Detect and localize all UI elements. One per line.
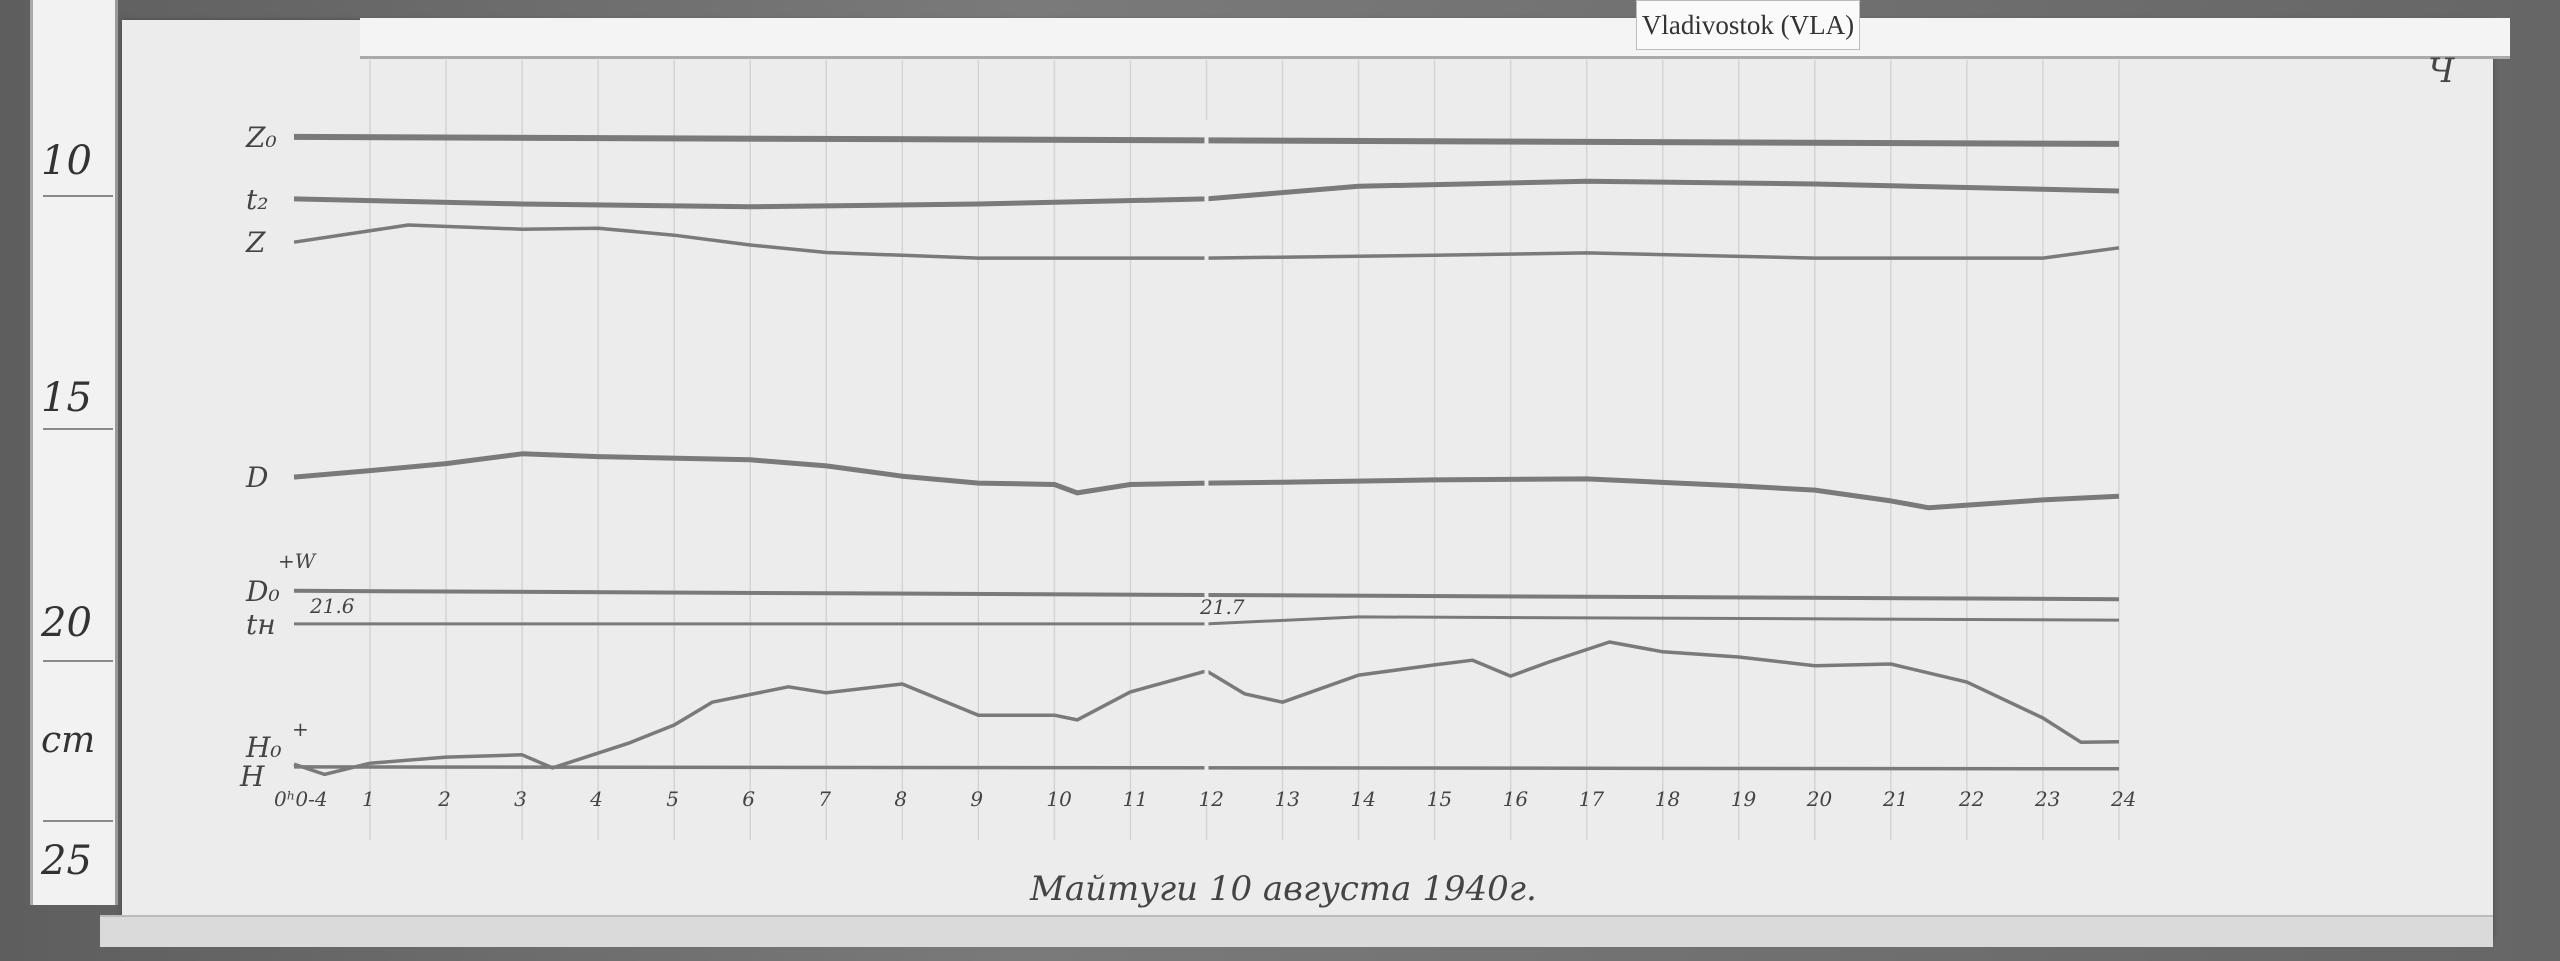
- trace-D: [293, 451, 2120, 511]
- ruler-label: 20: [41, 600, 92, 646]
- cm-ruler: 10 15 20 cm 25: [30, 0, 118, 905]
- hour-tick-label: 13: [1275, 787, 1300, 811]
- hour-tick-label: 8: [894, 787, 907, 811]
- hour-tick-label: 17: [1579, 787, 1605, 811]
- annotation: +W: [278, 549, 317, 573]
- series-label: Z: [245, 226, 266, 259]
- annotation: 21.6: [309, 594, 355, 618]
- hour-tick-label: 2: [437, 787, 451, 811]
- ruler-label: 15: [41, 375, 92, 421]
- hour-tick-label: 20: [1806, 787, 1833, 811]
- series-label: Z₀: [245, 121, 277, 154]
- hour-tick-label: 15: [1427, 787, 1452, 811]
- hour-tick-label: 7: [818, 787, 831, 811]
- sheet-mark: Ч: [2428, 51, 2455, 91]
- trace-tн: [294, 615, 2120, 626]
- sheet-sleeve-bottom: [100, 915, 2493, 947]
- hour-tick-label: 16: [1503, 787, 1529, 811]
- hour-tick-label: 3: [514, 787, 527, 811]
- series-label: tн: [246, 608, 276, 641]
- annotation: 21.7: [1199, 595, 1245, 619]
- hour-tick-label: 24: [2110, 787, 2136, 811]
- series-label: D: [245, 461, 268, 494]
- ruler-divider: [43, 660, 113, 662]
- noon-break: [1204, 120, 1209, 800]
- hour-tick-label: 0ʰ0-4: [274, 787, 328, 811]
- ruler-divider: [43, 820, 113, 822]
- annotation: +: [292, 717, 309, 741]
- hour-tick-label: 14: [1351, 787, 1376, 811]
- hour-tick-label: 12: [1198, 787, 1223, 811]
- hour-tick-label: 5: [666, 787, 679, 811]
- series-label: H₀: [245, 731, 282, 764]
- hour-tick-label: 18: [1655, 787, 1680, 811]
- ruler-label: 25: [41, 838, 92, 884]
- series-label: H: [239, 760, 265, 793]
- hour-tick-label: 9: [970, 787, 983, 811]
- hour-tick-label: 21: [1882, 787, 1908, 811]
- ruler-divider: [43, 195, 113, 197]
- station-tag: Vladivostok (VLA): [1636, 0, 1860, 50]
- sheet-sleeve-top: [360, 18, 2510, 59]
- ruler-divider: [43, 428, 113, 430]
- hour-tick-label: 19: [1731, 787, 1757, 811]
- hour-tick-label: 11: [1122, 787, 1147, 811]
- ruler-unit: cm: [41, 720, 96, 761]
- hour-tick-label: 1: [362, 787, 375, 811]
- series-label: D₀: [245, 575, 280, 608]
- hour-tick-label: 23: [2034, 787, 2060, 811]
- hour-tick-label: 22: [1958, 787, 1984, 811]
- chart-caption: Майтуги 10 августа 1940г.: [1029, 869, 1537, 909]
- hour-tick-label: 6: [742, 787, 755, 811]
- hour-tick-label: 10: [1046, 787, 1072, 811]
- trace-Z: [293, 223, 2120, 260]
- series-label: t₂: [246, 183, 268, 216]
- hour-tick-label: 4: [589, 787, 603, 811]
- ruler-label: 10: [41, 138, 92, 184]
